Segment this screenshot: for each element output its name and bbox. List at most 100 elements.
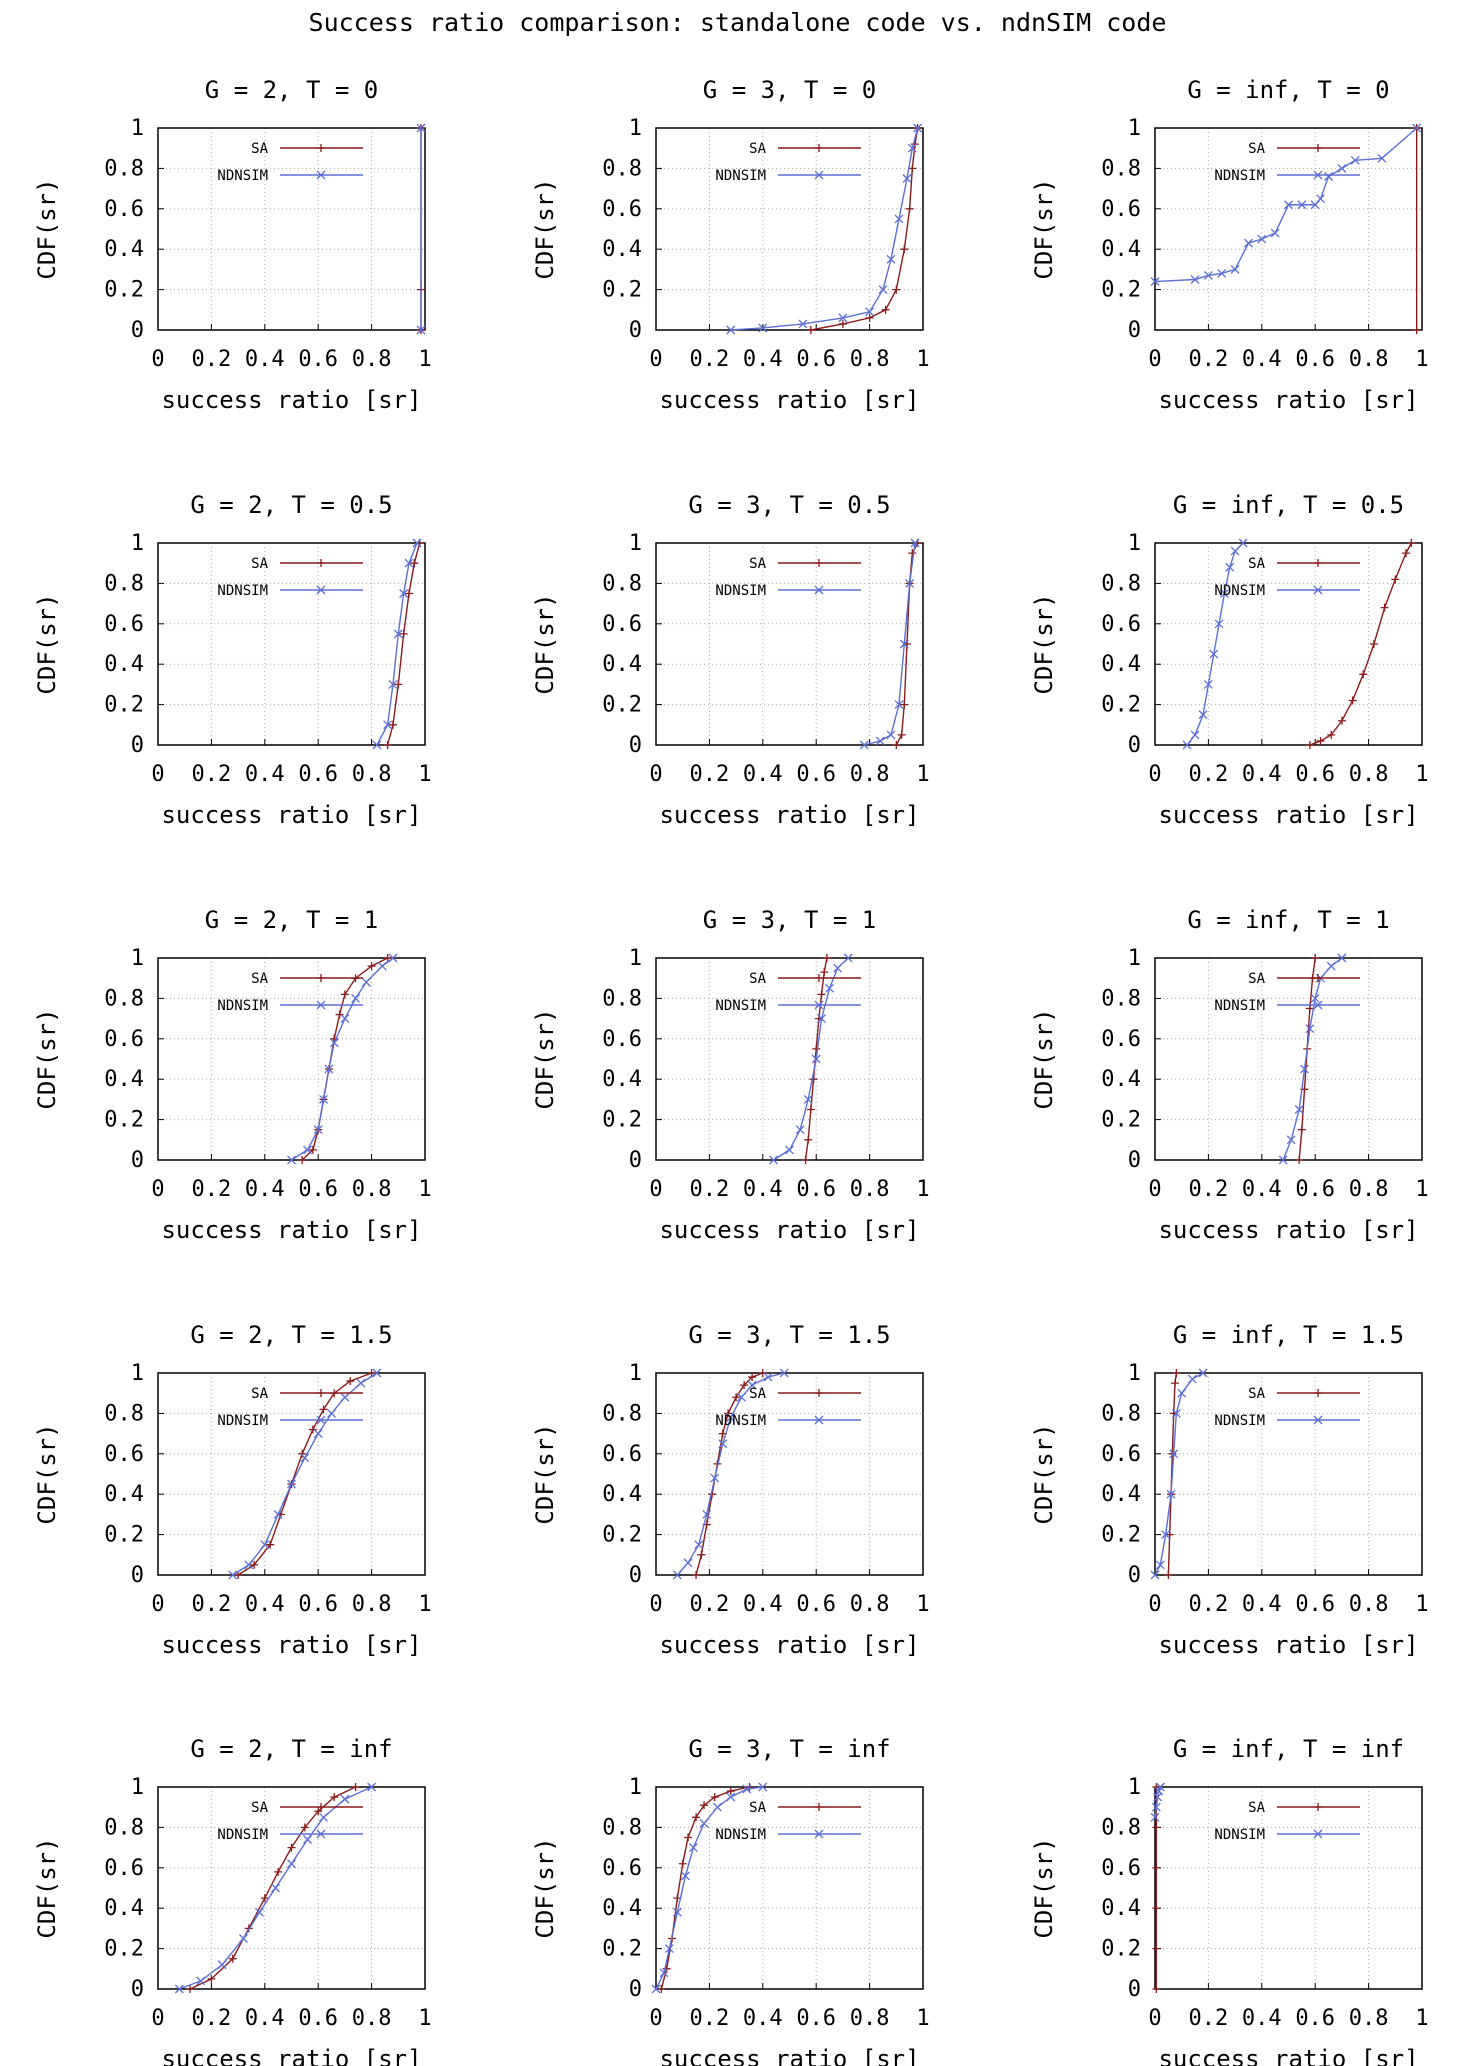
data-point-sa bbox=[740, 1381, 749, 1390]
data-point-sa bbox=[383, 741, 392, 749]
y-tick-label: 0.6 bbox=[1101, 197, 1141, 222]
x-tick-label: 0.8 bbox=[352, 762, 392, 787]
data-point-ndnsim bbox=[865, 307, 875, 317]
chart-title: G = inf, T = inf bbox=[1173, 1735, 1404, 1763]
y-tick-label: 1 bbox=[1128, 1361, 1141, 1386]
series-line-ndnsim bbox=[1282, 957, 1343, 1161]
x-tick-label: 0 bbox=[1148, 347, 1161, 372]
data-point-ndnsim bbox=[651, 1984, 661, 1994]
x-axis-label: success ratio [sr] bbox=[161, 2045, 421, 2066]
chart-title: G = 2, T = 1.5 bbox=[190, 1321, 392, 1349]
data-point-sa bbox=[1369, 640, 1378, 648]
y-tick-label: 0.2 bbox=[1101, 693, 1141, 718]
x-tick-label: 0.6 bbox=[298, 347, 338, 372]
data-point-sa bbox=[697, 1550, 706, 1559]
data-point-ndnsim bbox=[388, 953, 398, 963]
legend-label: NDNSIM bbox=[217, 168, 268, 184]
plot-frame bbox=[157, 1372, 426, 1576]
data-point-ndnsim bbox=[1337, 163, 1347, 173]
y-tick-label: 0.4 bbox=[1101, 652, 1141, 677]
x-axis-label: success ratio [sr] bbox=[1158, 801, 1418, 829]
y-axis-label: CDF(sr) bbox=[33, 1008, 61, 1109]
legend-marker bbox=[815, 1389, 823, 1397]
y-tick-label: 0.2 bbox=[104, 278, 144, 303]
x-tick-label: 0.6 bbox=[298, 1177, 338, 1202]
data-point-sa bbox=[897, 730, 906, 739]
y-tick-label: 1 bbox=[629, 116, 642, 141]
data-point-ndnsim bbox=[340, 1014, 350, 1024]
y-tick-label: 0.2 bbox=[1101, 1523, 1141, 1548]
y-tick-label: 0.6 bbox=[602, 1027, 642, 1052]
data-point-ndnsim bbox=[300, 1453, 310, 1463]
y-tick-label: 0.2 bbox=[1101, 278, 1141, 303]
data-point-ndnsim bbox=[1310, 993, 1320, 1003]
data-point-ndnsim bbox=[372, 740, 382, 750]
x-tick-label: 0.8 bbox=[352, 2006, 392, 2031]
x-tick-label: 0 bbox=[1148, 2006, 1161, 2031]
chart-panel: 0 0.2 0.4 0.6 0.8 1 0 0.2 0.4 0.6 0.8 1 G = 2, T = 0… bbox=[33, 76, 432, 414]
data-point-ndnsim bbox=[319, 1812, 328, 1822]
data-point-ndnsim bbox=[683, 1558, 693, 1568]
data-point-ndnsim bbox=[393, 629, 403, 639]
data-point-sa bbox=[298, 1449, 307, 1458]
data-point-sa bbox=[662, 1964, 671, 1973]
data-point-sa bbox=[1152, 1944, 1161, 1953]
x-tick-label: 0.4 bbox=[743, 347, 783, 372]
data-point-ndnsim bbox=[416, 123, 426, 133]
data-point-ndnsim bbox=[672, 1907, 682, 1917]
series-line-ndnsim bbox=[232, 1372, 378, 1576]
x-tick-label: 0.8 bbox=[850, 1592, 890, 1617]
data-point-ndnsim bbox=[388, 679, 398, 689]
data-point-sa bbox=[394, 680, 403, 689]
data-point-ndnsim bbox=[412, 538, 422, 548]
data-point-ndnsim bbox=[1150, 1570, 1160, 1580]
x-tick-label: 0 bbox=[649, 2006, 662, 2031]
data-point-ndnsim bbox=[1316, 194, 1325, 204]
plot-frame bbox=[655, 1372, 924, 1576]
y-tick-label: 0 bbox=[1128, 1563, 1141, 1588]
legend-label: NDNSIM bbox=[715, 1827, 766, 1843]
data-point-sa bbox=[1305, 1004, 1314, 1013]
plot-frame bbox=[1154, 127, 1423, 331]
x-tick-label: 1 bbox=[418, 1592, 431, 1617]
data-point-sa bbox=[820, 968, 829, 977]
x-tick-label: 1 bbox=[916, 762, 929, 787]
x-tick-label: 1 bbox=[1415, 1592, 1428, 1617]
data-point-sa bbox=[1407, 539, 1416, 547]
data-point-ndnsim bbox=[838, 313, 848, 323]
data-point-ndnsim bbox=[795, 1125, 805, 1135]
x-tick-label: 0.6 bbox=[298, 2006, 338, 2031]
data-point-ndnsim bbox=[244, 1560, 254, 1570]
x-tick-label: 0.2 bbox=[690, 762, 730, 787]
series-line-ndnsim bbox=[730, 127, 919, 331]
x-tick-label: 0.8 bbox=[352, 1592, 392, 1617]
data-point-ndnsim bbox=[1230, 264, 1240, 274]
y-axis-label: CDF(sr) bbox=[531, 593, 559, 694]
y-tick-label: 0.4 bbox=[104, 237, 144, 262]
x-tick-label: 0.2 bbox=[192, 1177, 232, 1202]
y-tick-label: 1 bbox=[629, 531, 642, 556]
chart-panel: 0 0.2 0.4 0.6 0.8 1 0 0.2 0.4 0.6 0.8 1 G = inf, T =… bbox=[1030, 1321, 1429, 1659]
chart-title: G = inf, T = 0 bbox=[1187, 76, 1389, 104]
x-tick-label: 0.8 bbox=[1349, 1177, 1389, 1202]
data-point-ndnsim bbox=[712, 1802, 722, 1812]
y-tick-label: 0.8 bbox=[104, 156, 144, 181]
x-tick-label: 1 bbox=[1415, 2006, 1428, 2031]
data-point-ndnsim bbox=[356, 1378, 366, 1388]
legend-marker bbox=[1314, 559, 1322, 567]
x-tick-label: 0 bbox=[649, 762, 662, 787]
x-axis-label: success ratio [sr] bbox=[1158, 1216, 1418, 1244]
data-point-sa bbox=[758, 1369, 767, 1377]
data-point-sa bbox=[1305, 741, 1314, 749]
x-tick-label: 0.6 bbox=[298, 1592, 338, 1617]
data-point-ndnsim bbox=[217, 1960, 227, 1970]
y-tick-label: 0.6 bbox=[1101, 1442, 1141, 1467]
data-point-ndnsim bbox=[843, 953, 853, 963]
y-axis-label: CDF(sr) bbox=[33, 1837, 61, 1938]
data-point-sa bbox=[1168, 1449, 1177, 1458]
chart-panel: 0 0.2 0.4 0.6 0.8 1 0 0.2 0.4 0.6 0.8 1 G = inf, T =… bbox=[1030, 906, 1429, 1244]
y-tick-label: 0.4 bbox=[602, 1067, 642, 1092]
chart-panel: 0 0.2 0.4 0.6 0.8 1 0 0.2 0.4 0.6 0.8 1 G = 2, T = 0… bbox=[33, 491, 432, 829]
x-axis-label: success ratio [sr] bbox=[161, 1216, 421, 1244]
y-tick-label: 0 bbox=[629, 318, 642, 343]
